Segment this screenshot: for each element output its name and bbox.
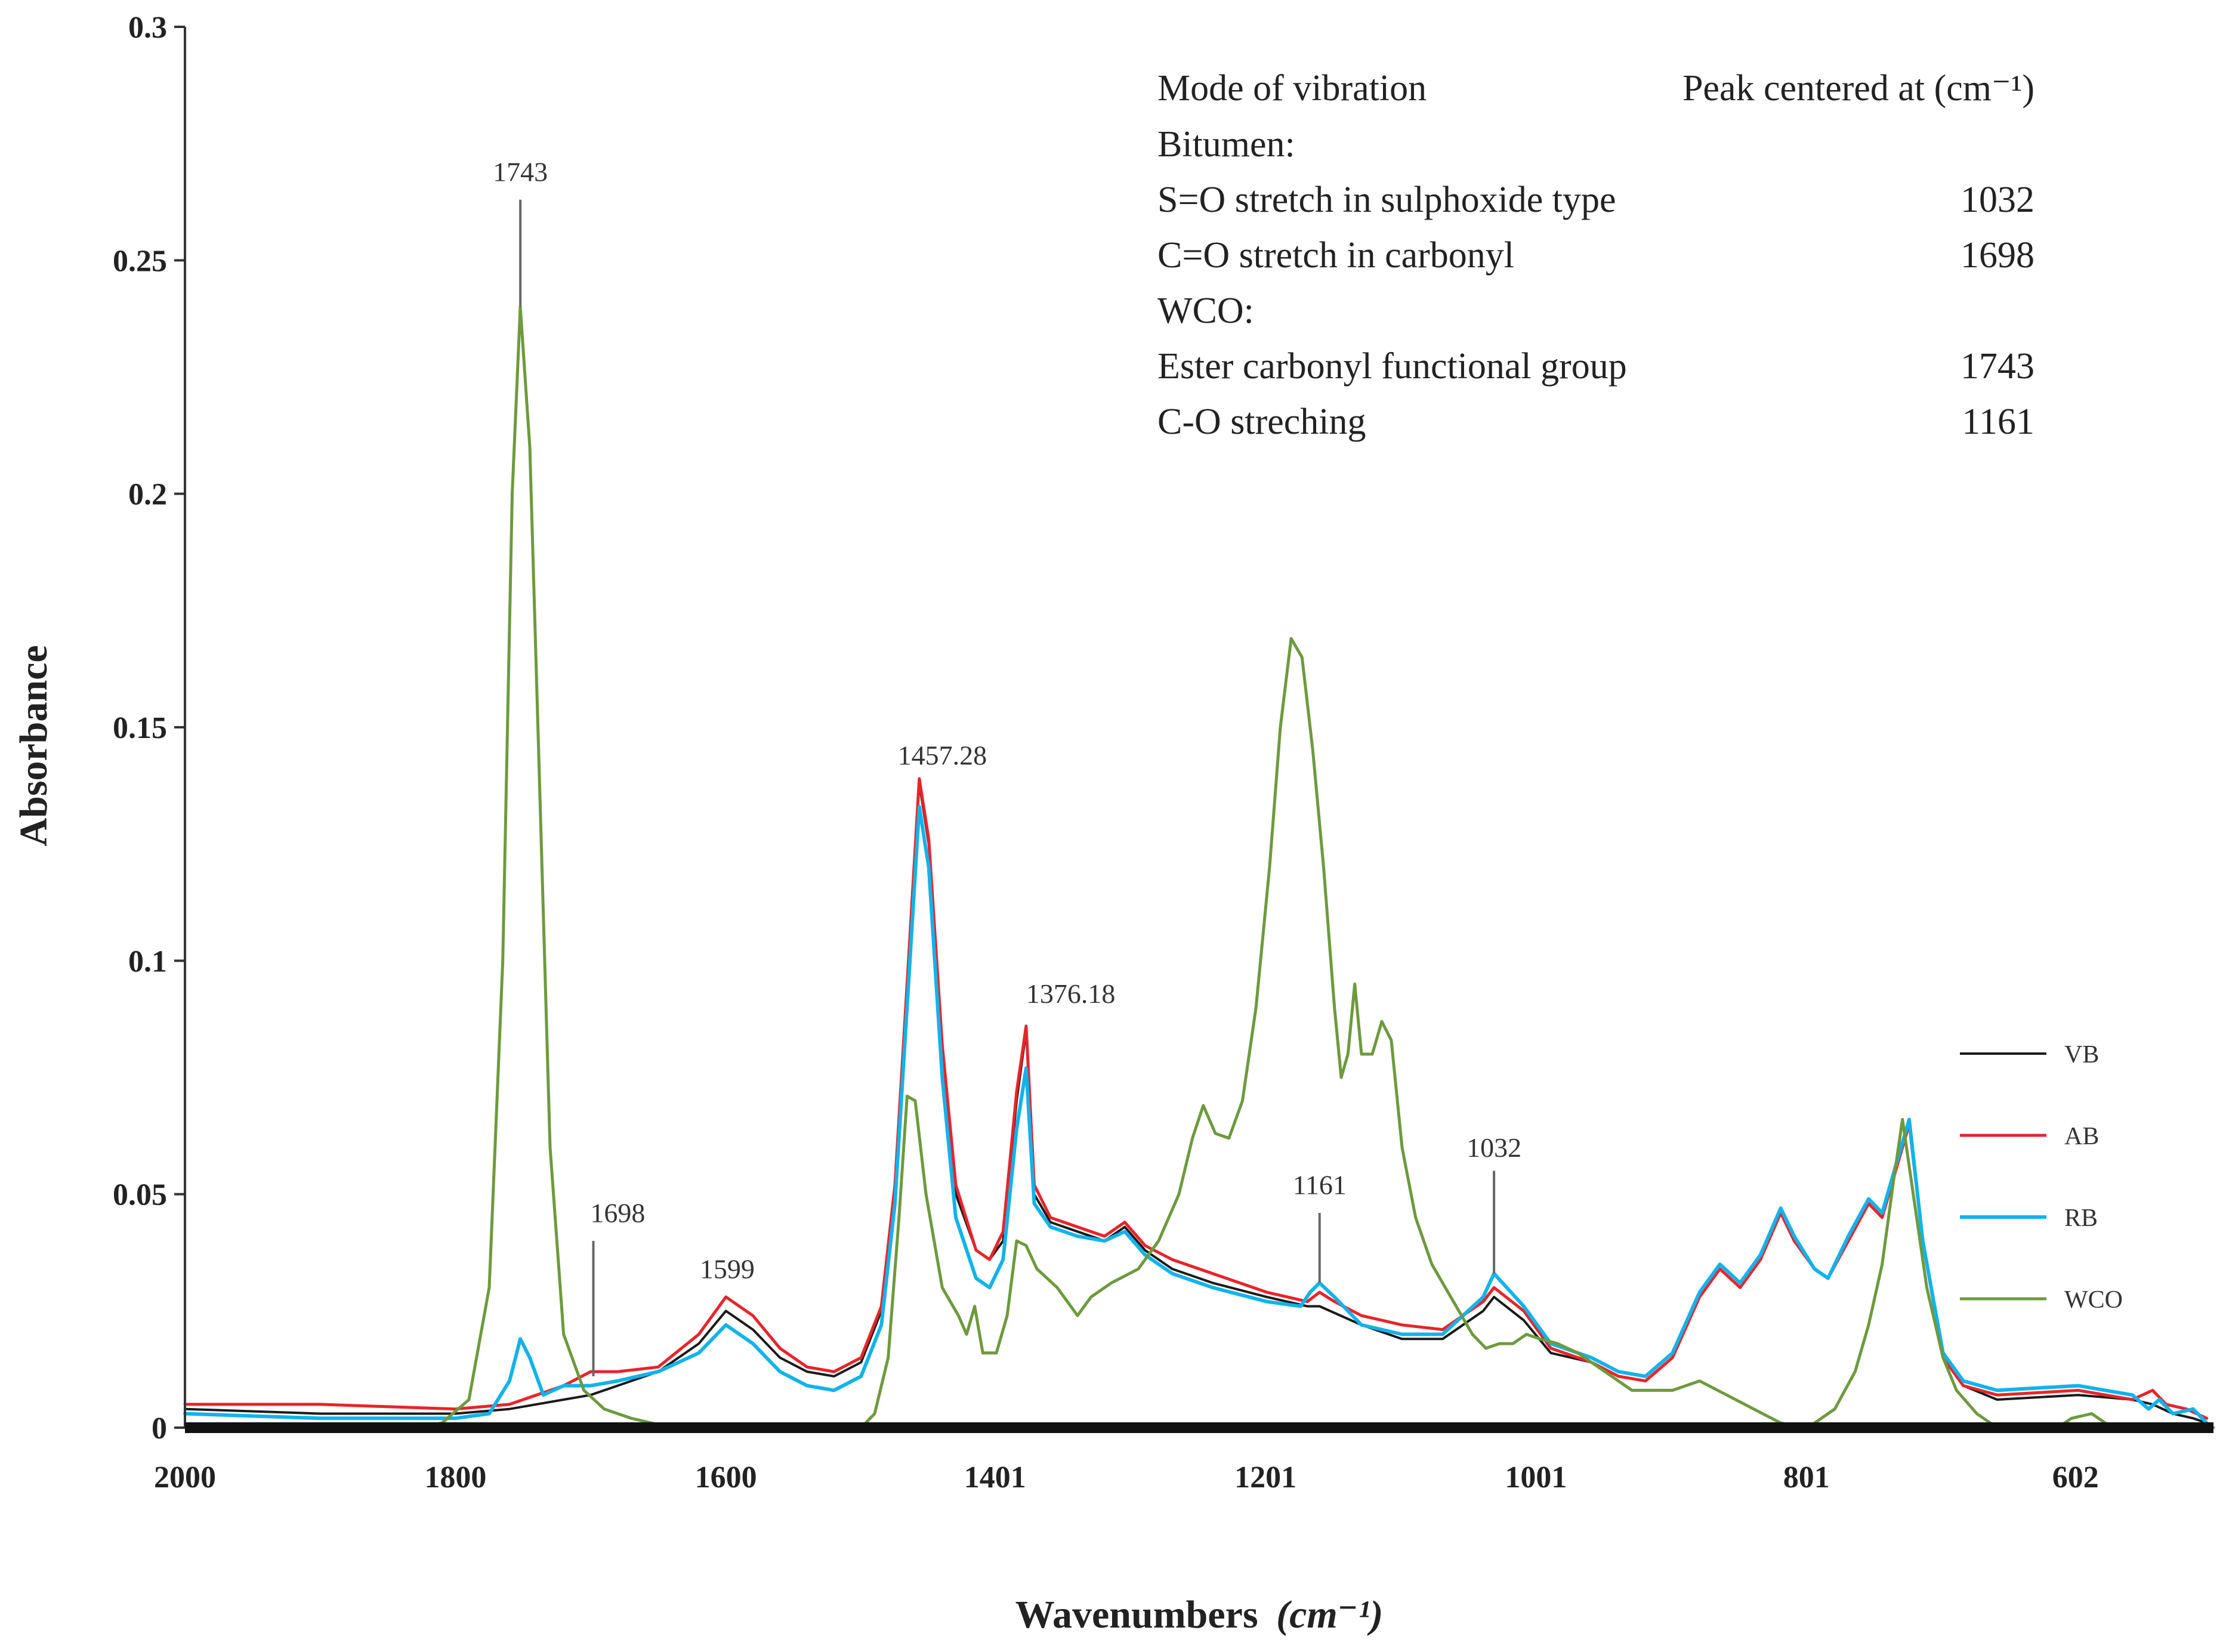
series-line-rb: [183, 805, 2209, 1425]
x-tick-label: 1800: [424, 1460, 486, 1494]
series-layer: [183, 305, 2215, 1429]
x-tick-label: 801: [1783, 1460, 1830, 1494]
annotation-header-mode: Mode of vibration: [1157, 68, 1427, 109]
y-tick-label: 0.2: [128, 478, 167, 512]
x-tick-label: 602: [2052, 1460, 2099, 1494]
annotation-mode: S=O stretch in sulphoxide type: [1157, 180, 1616, 220]
annotation-mode: Bitumen:: [1157, 124, 1295, 165]
series-line-wco: [413, 305, 2215, 1429]
peak-label: 1457.28: [898, 740, 987, 771]
x-tick-label: 1201: [1234, 1460, 1296, 1494]
peak-label: 1032: [1466, 1132, 1521, 1163]
annotation-mode: C=O stretch in carbonyl: [1157, 235, 1514, 276]
annotation-table: Mode of vibration Peak centered at (cm⁻¹…: [1157, 68, 2034, 442]
legend: VB AB RB WCO: [1960, 1041, 2123, 1314]
annotation-rows: Bitumen: S=O stretch in sulphoxide type 10…: [1157, 124, 2034, 442]
y-tick-label: 0: [152, 1412, 167, 1446]
annotation-header-peak: Peak centered at (cm⁻¹): [1682, 68, 2034, 109]
y-tick-label: 0.25: [113, 244, 167, 278]
annotation-peak-value: 1032: [1961, 180, 2034, 220]
y-tick-label: 0.1: [128, 944, 167, 978]
x-axis-title-unit: (cm⁻¹): [1276, 1593, 1383, 1636]
annotation-mode: C-O streching: [1157, 402, 1366, 442]
annotation-peak-value: 1698: [1961, 235, 2034, 276]
annotation-peak-value: 1161: [1962, 402, 2034, 442]
x-tick-label: 1600: [695, 1460, 757, 1494]
legend-label-ab: AB: [2064, 1123, 2099, 1150]
peak-label: 1743: [493, 156, 548, 187]
peak-label: 1161: [1293, 1170, 1347, 1200]
annotation-mode: WCO:: [1157, 291, 1254, 331]
peak-label: 1599: [700, 1254, 755, 1284]
y-axis-title: Absorbance: [12, 645, 55, 846]
annotation-peak-value: 1743: [1961, 346, 2034, 387]
x-tick-label: 1001: [1505, 1460, 1567, 1494]
legend-label-wco: WCO: [2064, 1286, 2123, 1314]
peak-label-layer: 1743 1698 1599 1457.28 1376.18 1161 1032: [493, 156, 1521, 1376]
x-axis-title: Wavenumbers (cm⁻¹): [1015, 1593, 1384, 1636]
x-tick-label: 2000: [154, 1460, 216, 1494]
series-line-ab: [183, 777, 2209, 1420]
peak-label: 1698: [590, 1198, 645, 1228]
peak-label: 1376.18: [1026, 978, 1116, 1009]
x-axis-title-text: Wavenumbers: [1015, 1593, 1258, 1636]
x-tick-layer: 2000 1800 1600 1401 1201 1001 801 602: [154, 1460, 2099, 1494]
legend-label-rb: RB: [2064, 1205, 2098, 1232]
annotation-mode: Ester carbonyl functional group: [1157, 346, 1627, 387]
y-tick-label: 0.3: [128, 11, 167, 45]
x-tick-label: 1401: [964, 1460, 1026, 1494]
legend-label-vb: VB: [2064, 1041, 2099, 1069]
y-tick-layer: 0 0.05 0.1 0.15 0.2 0.25 0.3: [113, 11, 185, 1446]
y-tick-label: 0.15: [113, 711, 167, 745]
y-tick-label: 0.05: [113, 1178, 167, 1212]
